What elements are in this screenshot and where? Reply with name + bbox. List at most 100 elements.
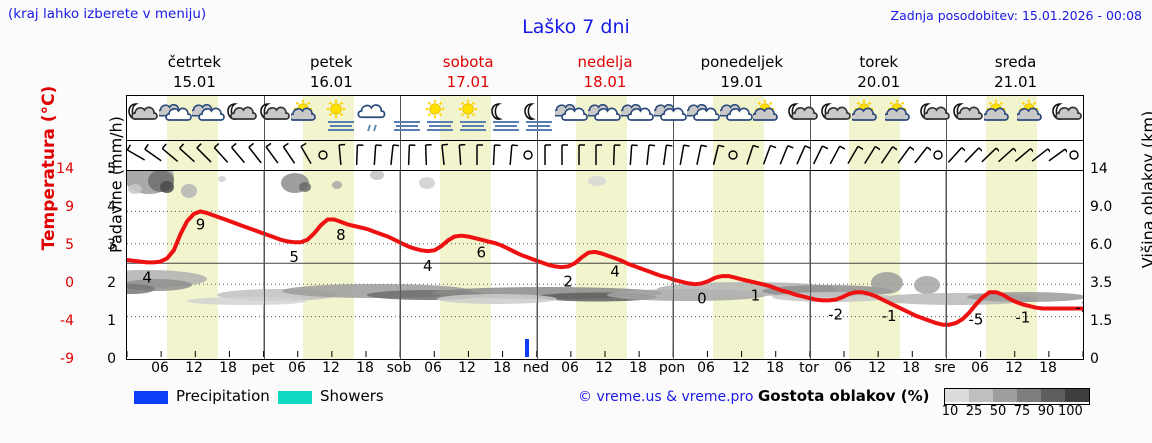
precipitation-legend-swatch: [134, 391, 168, 404]
day-separator: [400, 171, 401, 359]
weather-icon-fog: [390, 98, 424, 138]
forecast-plot: 4 9 5 8 4 6 2 4 0 1 -2 -1 -5 -1 -3: [126, 95, 1084, 360]
temperature-tick: -4: [60, 313, 74, 329]
day-name: četrtek: [167, 53, 222, 71]
day-date: 19.01: [720, 73, 764, 91]
day-date: 21.01: [994, 73, 1038, 91]
cloud-density-step-100: [1065, 389, 1089, 402]
x-tick-label: 18: [1039, 360, 1057, 376]
wind-barb: [662, 144, 673, 166]
wind-barb: [964, 147, 982, 163]
cloud-density-step-10: [945, 389, 969, 402]
wind-barb: [629, 144, 638, 166]
day-separator: [810, 171, 811, 359]
wind-barb: [812, 145, 828, 165]
temperature-extreme-label: 2: [563, 272, 573, 290]
x-tick-label: 06: [697, 360, 715, 376]
day-separator: [673, 141, 674, 170]
cloud-density-step-label: 50: [989, 404, 1007, 419]
location-menu-hint[interactable]: (kraj lahko izberete v meniju): [8, 6, 207, 22]
wind-barb: [779, 145, 794, 165]
weather-icon-sun-cloud: [885, 98, 919, 138]
weather-icon-cloud: [555, 98, 589, 138]
weather-icon-sun-fog: [423, 98, 457, 138]
wind-barb: [424, 144, 432, 166]
wind-barb: [265, 142, 279, 164]
weather-icon-moon-cloud: [225, 98, 259, 138]
wind-barb: [282, 142, 296, 164]
daylight-shading: [303, 141, 354, 170]
wind-barb: [1069, 150, 1079, 160]
wind-barb: [300, 142, 312, 165]
x-tick-label: ned: [522, 360, 550, 376]
daylight-shading: [576, 171, 627, 359]
day-name: sreda: [994, 53, 1037, 71]
wind-barb: [595, 144, 602, 165]
cloud-density-step-50: [993, 389, 1017, 402]
wind-barb: [696, 144, 708, 165]
precipitation-tick: 4: [107, 199, 116, 215]
weather-icon-moon-fog: [489, 98, 523, 138]
wind-barb: [127, 144, 146, 161]
cloud-density-step-90: [1041, 389, 1065, 402]
wind-barb: [679, 144, 690, 165]
daylight-shading: [713, 171, 764, 359]
weather-icon-moon-fog: [522, 98, 556, 138]
wind-barb: [230, 142, 246, 164]
day-header-4: nedelja 18.01: [537, 52, 674, 94]
weather-icon-cloud: [159, 98, 193, 138]
weather-icon-cloud: [654, 98, 688, 138]
wind-barb: [338, 143, 346, 166]
x-tick-label: 18: [356, 360, 374, 376]
temperature-extreme-label: -3: [1076, 299, 1083, 317]
weather-icon-sun-cloud: [984, 98, 1018, 138]
wind-barb: [561, 144, 568, 165]
wind-barb: [712, 144, 725, 165]
x-tick-label: 18: [493, 360, 511, 376]
daylight-shading: [986, 171, 1037, 359]
cloud-height-tick: 9.0: [1090, 199, 1113, 215]
copyright-link[interactable]: © vreme.us & vreme.pro: [578, 389, 754, 405]
temperature-cloud-graph: 4 9 5 8 4 6 2 4 0 1 -2 -1 -5 -1 -3: [127, 171, 1083, 359]
graph-svg: 4 9 5 8 4 6 2 4 0 1 -2 -1 -5 -1 -3: [127, 171, 1083, 357]
wind-barb: [746, 144, 760, 165]
weather-icon-moon-cloud: [1050, 98, 1083, 138]
daylight-shading: [440, 141, 491, 170]
x-tick-label: 12: [595, 360, 613, 376]
x-tick-label: 12: [868, 360, 886, 376]
wind-barb: [1031, 148, 1050, 162]
cloud-density-step-label: 100: [1058, 404, 1083, 419]
precipitation-tick: 3: [107, 237, 116, 253]
wind-barb: [544, 144, 551, 165]
wind-barb: [1014, 147, 1033, 163]
wind-barb: [144, 143, 162, 162]
temperature-extreme-label: 4: [142, 268, 152, 286]
wind-barb: [612, 144, 621, 166]
x-tick-label: sob: [386, 360, 412, 376]
cloud-density-step-label: 10: [941, 404, 959, 419]
wind-barb: [196, 143, 212, 163]
wind-barb: [509, 144, 518, 166]
daylight-shading: [849, 171, 900, 359]
day-separator: [673, 171, 674, 359]
weather-icon-moon-cloud: [786, 98, 820, 138]
temperature-extreme-label: -2: [828, 306, 843, 324]
weather-icon-cloud: [621, 98, 655, 138]
cloud-density-step-25: [969, 389, 993, 402]
x-tick-label: 12: [322, 360, 340, 376]
day-name: petek: [310, 53, 353, 71]
weather-icon-cloud: [687, 98, 721, 138]
wind-barb: [829, 145, 845, 165]
daylight-shading: [440, 171, 491, 359]
showers-legend-swatch: [278, 391, 312, 404]
weather-icon-moon-cloud: [819, 98, 853, 138]
day-separator: [400, 96, 401, 140]
wind-barb: [476, 144, 483, 165]
temperature-tick: -9: [60, 351, 74, 367]
day-separator: [537, 141, 538, 170]
weather-icon-sun-cloud: [852, 98, 886, 138]
day-header-2: petek 16.01: [263, 52, 400, 94]
weather-icon-cloud: [720, 98, 754, 138]
wind-barb: [458, 143, 466, 166]
daylight-shading: [303, 171, 354, 359]
